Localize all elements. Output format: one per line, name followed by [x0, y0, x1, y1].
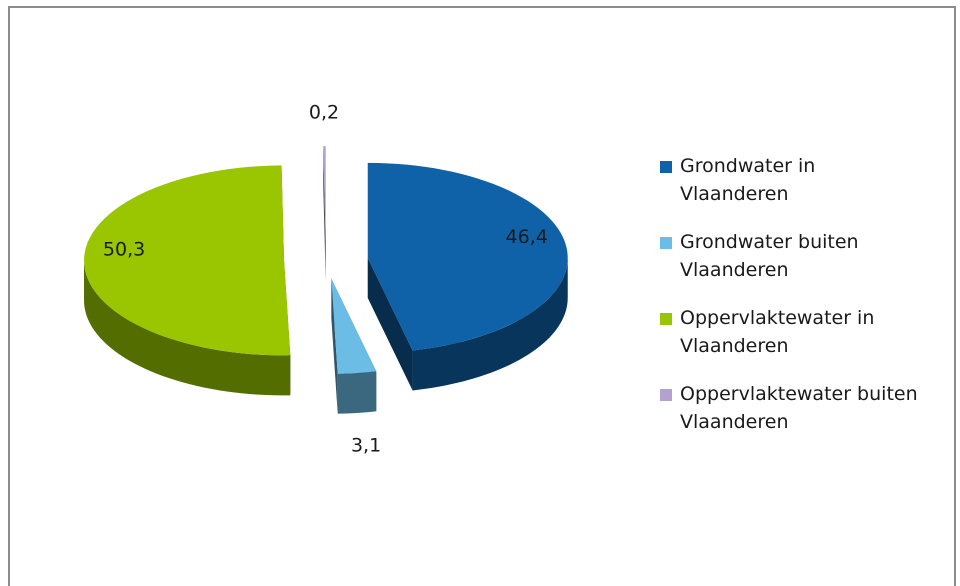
slice [323, 146, 326, 242]
legend-label: Grondwater buiten Vlaanderen [680, 231, 859, 281]
legend-swatch [660, 313, 672, 325]
slice-cut-face [367, 257, 413, 391]
slice-side [84, 260, 291, 396]
data-label: 46,4 [506, 226, 548, 248]
legend-swatch [660, 237, 672, 249]
slice-cut-face [323, 146, 326, 282]
legend-item: Oppervlaktewater buiten Vlaanderen [660, 380, 922, 436]
data-label: 3,1 [351, 434, 381, 456]
slice [84, 165, 291, 356]
legend-item: Grondwater buiten Vlaanderen [660, 228, 922, 284]
legend-label: Oppervlaktewater in Vlaanderen [680, 307, 875, 357]
legend: Grondwater in Vlaanderen Grondwater buite… [660, 152, 922, 456]
legend-swatch [660, 161, 672, 173]
legend-swatch [660, 389, 672, 401]
legend-label: Oppervlaktewater buiten Vlaanderen [680, 383, 918, 433]
slice [367, 162, 568, 351]
data-label: 0,2 [309, 101, 339, 123]
chart-frame [8, 6, 956, 586]
slice-side [337, 371, 377, 414]
data-label: 50,3 [103, 239, 145, 261]
legend-item: Oppervlaktewater in Vlaanderen [660, 304, 922, 360]
legend-item: Grondwater in Vlaanderen [660, 152, 922, 208]
legend-label: Grondwater in Vlaanderen [680, 155, 816, 205]
slice [331, 278, 377, 374]
slice-cut-face [331, 278, 338, 414]
slice-side [412, 257, 568, 391]
